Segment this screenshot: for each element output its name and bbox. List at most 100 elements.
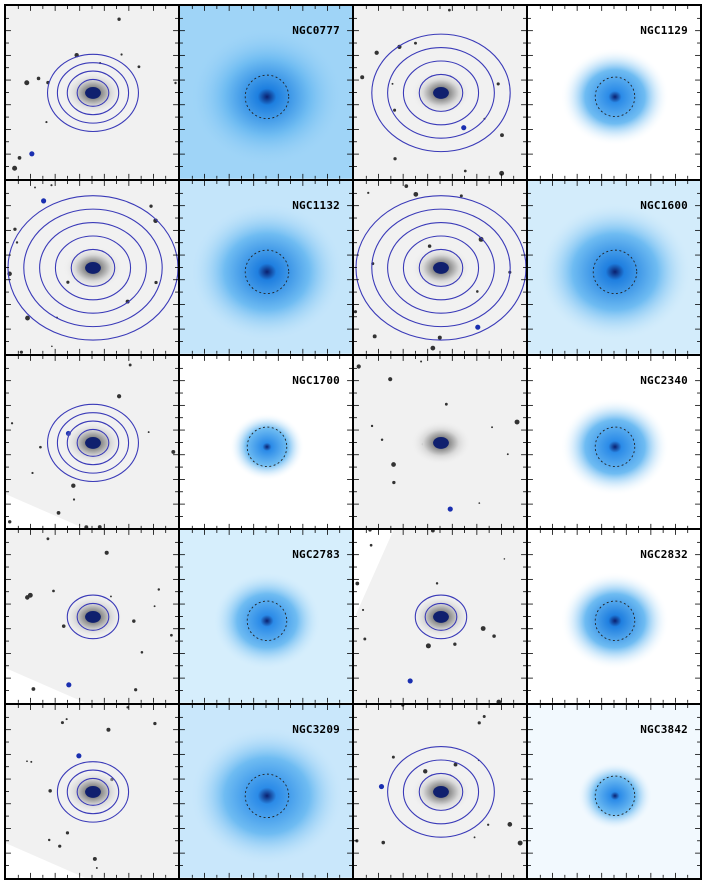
tick-marks [180, 355, 352, 529]
star [60, 721, 64, 725]
optical-panel-ngc2340 [353, 354, 527, 530]
contour [23, 208, 163, 327]
star [492, 634, 496, 639]
contour [66, 594, 120, 640]
star [496, 82, 500, 86]
star [500, 133, 504, 138]
aperture-circle [594, 426, 636, 467]
galaxy-label: NGC1600 [640, 198, 688, 212]
star [27, 593, 33, 599]
star [413, 191, 419, 197]
star [444, 402, 448, 406]
star [392, 480, 396, 484]
contour [76, 778, 110, 807]
star [453, 642, 457, 647]
star [170, 634, 173, 638]
tick-marks [180, 6, 352, 179]
xray-emission [189, 27, 345, 167]
star [507, 822, 513, 827]
tick-marks [354, 530, 526, 704]
xray-panel-ngc3209: NGC3209 [179, 704, 353, 879]
optical-panel-ngc3842 [353, 704, 527, 879]
galaxy-label: NGC2340 [640, 373, 688, 387]
star [491, 425, 493, 428]
star [117, 17, 121, 21]
tick-marks [528, 355, 700, 529]
galaxy-label: NGC2832 [640, 548, 688, 562]
star [30, 761, 33, 764]
xray-panel-ngc1132: NGC1132 [179, 179, 353, 355]
tick-marks [528, 705, 700, 878]
xray-emission [189, 202, 345, 341]
star [391, 461, 396, 467]
image-grid: NGC0777 NGC1129 NGC1132 NGC1600 NGC1700 NGC23… [4, 4, 702, 880]
aperture-circle [244, 74, 290, 120]
star [10, 421, 14, 424]
star [380, 438, 384, 441]
xray-panel-ngc2832: NGC2832 [527, 529, 701, 705]
star [369, 544, 373, 547]
star [360, 75, 365, 80]
star [427, 244, 432, 248]
tick-marks [6, 705, 178, 878]
tick-marks [6, 180, 178, 354]
star [126, 706, 129, 709]
optical-panel-ngc1129 [353, 5, 527, 180]
star [478, 501, 481, 504]
tick-marks [528, 530, 700, 704]
star [116, 393, 122, 398]
contour [56, 761, 130, 823]
galaxy-label: NGC1700 [292, 373, 340, 387]
star [374, 50, 379, 55]
xray-panel-ngc3842: NGC3842 [527, 704, 701, 879]
star [496, 699, 502, 704]
tick-marks [6, 530, 178, 704]
blue-source [41, 198, 47, 204]
star [31, 687, 36, 692]
blue-source [66, 682, 72, 688]
contour [46, 53, 140, 133]
contour [402, 235, 480, 301]
star [370, 424, 374, 427]
star [420, 360, 423, 363]
star [46, 537, 50, 541]
galaxy-label: NGC1129 [640, 24, 688, 37]
tick-marks [528, 6, 700, 179]
tick-marks [354, 355, 526, 529]
star [25, 315, 30, 321]
star [372, 334, 377, 339]
contour [371, 33, 511, 153]
star [499, 170, 505, 176]
star [388, 376, 393, 381]
contour [56, 62, 130, 124]
galaxy-label: NGC3842 [640, 723, 688, 737]
star [12, 165, 18, 171]
star [104, 551, 109, 556]
contour [66, 769, 120, 815]
star [48, 789, 52, 793]
star [15, 241, 19, 244]
star [514, 419, 520, 425]
star [437, 335, 442, 340]
aperture-circle [594, 76, 636, 118]
star [51, 345, 53, 347]
star [8, 519, 12, 524]
star [61, 624, 66, 629]
star [84, 524, 89, 529]
star [34, 186, 36, 189]
blue-source [29, 151, 35, 157]
xray-emission [212, 572, 322, 671]
star [128, 363, 132, 366]
star [430, 530, 435, 533]
optical-panel-ngc0777 [5, 5, 179, 180]
star [391, 755, 395, 759]
xray-emission [560, 47, 670, 146]
star [171, 449, 176, 454]
contour [7, 194, 178, 341]
star [45, 121, 48, 124]
star [154, 280, 158, 284]
star [97, 524, 102, 529]
galaxy-label: NGC3209 [292, 723, 340, 737]
tick-marks [180, 530, 352, 704]
star [66, 280, 70, 284]
